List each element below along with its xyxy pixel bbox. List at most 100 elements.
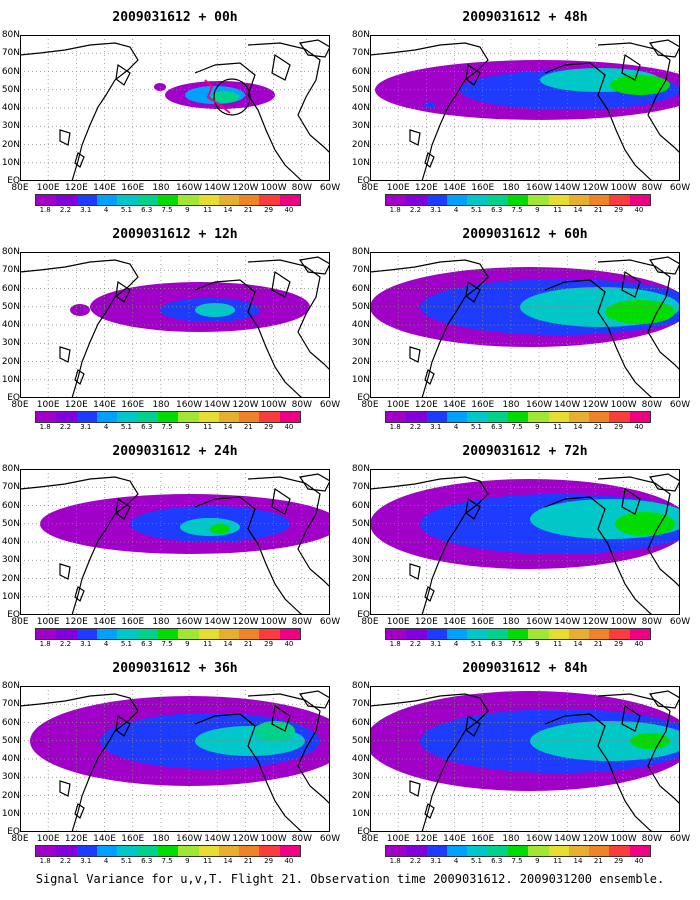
variance-region: [210, 524, 230, 534]
map-frame: 80N 70N 60N 50N 40N 30N 20N 10N EQ 80E 100E 120E 140…: [352, 682, 690, 845]
latitude-label: 60N: [1, 66, 20, 77]
latitude-label: 40N: [351, 103, 370, 113]
longitude-label: 160E: [471, 400, 495, 410]
colorbar-label: 40: [634, 857, 644, 865]
longitude-label: 140E: [443, 617, 466, 627]
coastline: [20, 476, 139, 615]
colorbar-label: 11: [203, 206, 213, 214]
colorbar-label: 3.1: [80, 857, 92, 865]
colorbar-swatch: [198, 846, 219, 856]
colorbar-label: 29: [614, 423, 624, 431]
colorbar-label: 21: [243, 640, 253, 648]
longitude-label: 80W: [641, 400, 662, 410]
longitude-label: 80E: [361, 400, 379, 410]
colorbar-swatch: [137, 629, 158, 639]
latitude-label: 80N: [351, 464, 370, 474]
map-panel: 2009031612 + 60h 80N 70N 60N 50N 40N 30N 20N 10N…: [350, 217, 700, 432]
colorbar-label: 1.8: [39, 857, 51, 865]
latitude-label: 50N: [351, 735, 370, 746]
colorbar: [35, 845, 301, 857]
colorbar-label: 5.1: [120, 423, 132, 431]
map-border: [20, 35, 330, 181]
colorbar-swatch: [259, 629, 280, 639]
colorbar-swatch: [96, 629, 118, 639]
coastline: [20, 259, 139, 398]
coastline: [370, 693, 489, 832]
map-panel: 2009031612 + 72h 80N 70N 60N 50N 40N 30N 20N 10N…: [350, 434, 700, 649]
colorbar-label: 3.1: [80, 640, 92, 648]
colorbar-label: 2.2: [409, 640, 422, 648]
latitude-label: 40N: [351, 754, 370, 764]
colorbar-label: 7.5: [161, 857, 173, 865]
colorbar-label: 21: [593, 423, 603, 431]
colorbar-swatch: [178, 412, 199, 422]
longitude-label: 100W: [260, 834, 287, 844]
colorbar-swatch: [56, 195, 77, 205]
colorbar-swatch: [157, 846, 179, 856]
colorbar-label: 4: [103, 640, 109, 648]
colorbar-swatch: [426, 195, 447, 205]
panel-title: 2009031612 + 48h: [462, 10, 588, 25]
panel-title: 2009031612 + 12h: [112, 227, 238, 242]
longitude-label: 80W: [641, 617, 662, 627]
longitude-label: 100E: [386, 834, 410, 844]
colorbar-swatch: [36, 195, 57, 205]
colorbar-swatch: [446, 629, 468, 639]
colorbar-swatch: [259, 846, 280, 856]
coastline: [370, 42, 489, 181]
latitude-label: 20N: [1, 139, 20, 150]
variance-region: [424, 102, 436, 108]
map-border: [370, 35, 680, 181]
colorbar-label: 40: [634, 640, 644, 648]
colorbar-label: 9: [185, 857, 190, 865]
latitude-label: 50N: [1, 301, 20, 312]
panel-title: 2009031612 + 84h: [462, 661, 588, 676]
latitude-label: 50N: [351, 518, 370, 529]
coastline: [115, 280, 131, 303]
colorbar-label: 40: [284, 206, 294, 214]
coastline: [59, 780, 71, 797]
colorbar-labels: 1.8 2.2 3.1 4 5.1 6.3 7.5 9 11 14 21 29 40: [35, 206, 299, 214]
colorbar-label: 1.8: [389, 640, 401, 648]
colorbar-label: 40: [284, 423, 294, 431]
colorbar-label: 14: [573, 423, 583, 431]
longitude-label: 180: [502, 617, 520, 627]
colorbar-swatch: [467, 629, 488, 639]
longitude-label: 80W: [641, 183, 662, 193]
longitude-label: 180: [152, 400, 170, 410]
latitude-label: EQ: [7, 827, 20, 837]
colorbar-swatch: [137, 846, 158, 856]
figure-caption: Signal Variance for u,v,T. Flight 21. Ob…: [35, 872, 665, 886]
longitude-label: 140E: [93, 617, 116, 627]
variance-region: [195, 303, 235, 317]
colorbar: [35, 628, 301, 640]
colorbar-swatch: [279, 412, 301, 422]
latitude-label: 60N: [1, 717, 20, 728]
longitude-label: 100E: [386, 400, 410, 410]
latitude-label: EQ: [357, 610, 370, 620]
longitude-label: 100W: [610, 617, 637, 627]
colorbar-swatch: [446, 846, 468, 856]
colorbar-swatch: [36, 412, 57, 422]
coastline: [59, 129, 71, 146]
latitude-label: 70N: [1, 699, 20, 710]
colorbar-swatch: [629, 846, 651, 856]
latitude-label: 30N: [1, 555, 20, 566]
colorbar-swatch: [198, 629, 219, 639]
variance-region: [605, 300, 675, 324]
longitude-label: 140E: [443, 183, 466, 193]
longitude-label: 80E: [11, 617, 29, 627]
colorbar-label: 2.2: [409, 423, 422, 431]
latitude-label: 10N: [1, 157, 20, 168]
colorbar-swatch: [406, 629, 427, 639]
latitude-label: EQ: [357, 827, 370, 837]
colorbar: [35, 194, 301, 206]
colorbar-label: 9: [185, 423, 190, 431]
colorbar-label: 1.8: [389, 206, 401, 214]
longitude-label: 100E: [386, 183, 410, 193]
longitude-label: 160W: [526, 617, 553, 627]
colorbar-swatch: [56, 846, 77, 856]
colorbar-label: 9: [535, 857, 540, 865]
colorbar-labels: 1.8 2.2 3.1 4 5.1 6.3 7.5 9 11 14 21 29 40: [385, 423, 649, 431]
colorbar-label: 21: [243, 206, 253, 214]
